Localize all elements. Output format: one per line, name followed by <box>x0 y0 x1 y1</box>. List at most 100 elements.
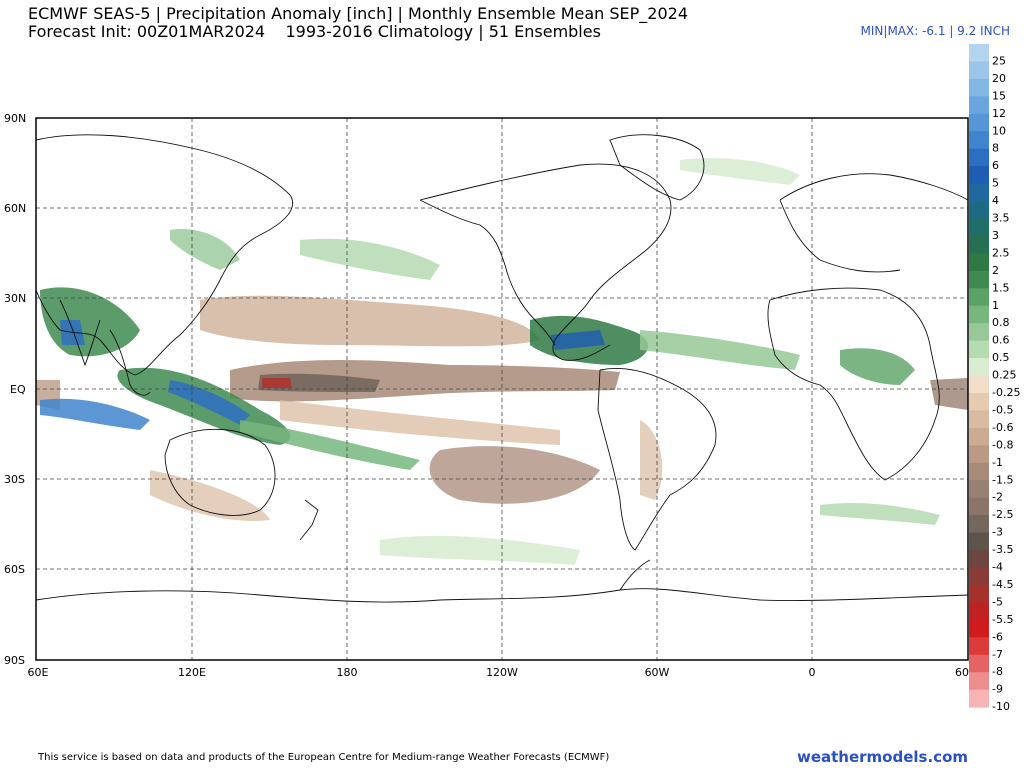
legend-swatch-wet-13 <box>969 270 989 289</box>
legend-label-wet-11: 2.5 <box>992 246 1010 259</box>
coastline-australia <box>164 428 276 516</box>
wet-anomaly-maritime-core <box>168 380 250 425</box>
lat-label-eq: EQ <box>10 383 26 396</box>
legend-label-dry-18: -10 <box>992 700 1010 713</box>
legend-label-wet-12: 2 <box>992 264 999 277</box>
legend-swatch-wet-18 <box>969 358 989 377</box>
legend-label-wet-14: 1 <box>992 299 999 312</box>
legend-swatch-wet-6 <box>969 148 989 167</box>
legend-label-wet-17: 0.5 <box>992 351 1010 364</box>
coastline-europe <box>779 173 969 273</box>
map-border <box>35 117 969 661</box>
attribution-note: This service is based on data and produc… <box>38 752 610 763</box>
coastlines <box>35 134 969 603</box>
dry-anomaly-pacific-south <box>280 400 560 445</box>
legend-swatch-dry-7 <box>969 497 989 516</box>
wet-anomaly-spcz <box>240 420 420 470</box>
wet-anomaly-south-indian <box>40 398 150 430</box>
wet-anomaly-south-atlantic <box>820 503 940 525</box>
legend-swatch-wet-4 <box>969 113 989 132</box>
legend-label-dry-5: -1.5 <box>992 473 1013 486</box>
legend-label-wet-8: 4 <box>992 194 999 207</box>
brand-link[interactable]: weathermodels.com <box>796 748 968 766</box>
legend-label-dry-2: -0.6 <box>992 421 1013 434</box>
legend-label-dry-17: -9 <box>992 683 1003 696</box>
coastline-south-america <box>597 367 717 551</box>
chart-title: ECMWF SEAS-5 | Precipitation Anomaly [in… <box>28 4 689 23</box>
coastline-antarctic-peninsula <box>619 559 651 591</box>
legend-label-wet-5: 8 <box>992 142 999 155</box>
wet-anomaly-atlantic-itcz <box>640 330 800 370</box>
lat-label-30n: 30N <box>4 292 26 305</box>
legend-swatch-wet-8 <box>969 183 989 202</box>
legend-label-dry-14: -6 <box>992 630 1003 643</box>
anomaly-shading <box>36 158 968 565</box>
legend-swatch-dry-0 <box>969 375 989 394</box>
legend-swatch-wet-11 <box>969 235 989 254</box>
legend-label-dry-1: -0.5 <box>992 403 1013 416</box>
legend-swatch-dry-18 <box>969 689 989 708</box>
legend-label-dry-9: -3.5 <box>992 543 1013 556</box>
legend-label-wet-3: 12 <box>992 107 1006 120</box>
legend-swatch-wet-1 <box>969 61 989 80</box>
dry-anomaly-southeast-pacific <box>429 446 600 504</box>
colorbar-legend: 25 20 15 12 10 8 6 5 4 3.5 3 2.5 2 1.5 1 0.8 0.6 0.5 0.25 -… <box>969 44 1020 713</box>
legend-swatch-wet-16 <box>969 323 989 342</box>
legend-swatch-dry-15 <box>969 637 989 656</box>
legend-label-dry-8: -3 <box>992 526 1003 539</box>
dry-anomaly-southern-indian <box>150 470 270 521</box>
wet-anomaly-central-africa <box>840 348 915 385</box>
wet-anomaly-central-america-core <box>550 330 605 350</box>
legend-swatch-wet-7 <box>969 166 989 185</box>
legend-label-dry-0: -0.25 <box>992 386 1020 399</box>
legend-swatch-dry-4 <box>969 445 989 464</box>
legend-label-wet-4: 10 <box>992 124 1006 137</box>
lon-label-120w: 120W <box>486 666 518 679</box>
lat-label-90s: 90S <box>4 654 25 667</box>
wet-anomaly-east-asia <box>170 229 240 270</box>
legend-label-wet-0: 25 <box>992 54 1006 67</box>
wet-anomaly-southern-ocean <box>380 535 580 565</box>
legend-label-dry-12: -5 <box>992 595 1003 608</box>
legend-label-wet-9: 3.5 <box>992 212 1010 225</box>
lon-label-120e: 120E <box>178 666 206 679</box>
legend-label-wet-6: 6 <box>992 159 999 172</box>
dry-anomaly-pacific-red <box>262 378 292 388</box>
legend-label-wet-1: 20 <box>992 72 1006 85</box>
dry-anomaly-pacific-north <box>200 295 540 347</box>
legend-label-wet-2: 15 <box>992 89 1006 102</box>
legend-label-dry-4: -1 <box>992 456 1003 469</box>
lat-label-60n: 60N <box>4 202 26 215</box>
legend-swatch-dry-8 <box>969 515 989 534</box>
legend-swatch-wet-10 <box>969 218 989 237</box>
minmax-readout: MIN|MAX: -6.1 | 9.2 INCH <box>860 24 1010 38</box>
legend-label-dry-15: -7 <box>992 648 1003 661</box>
legend-swatch-wet-3 <box>969 96 989 115</box>
coastline-north-america <box>419 163 672 361</box>
legend-swatch-wet-2 <box>969 78 989 97</box>
coastline-africa <box>767 287 940 481</box>
lon-label-180: 180 <box>337 666 358 679</box>
coastline-indochina <box>109 329 151 396</box>
legend-label-dry-3: -0.8 <box>992 438 1013 451</box>
legend-label-wet-7: 5 <box>992 177 999 190</box>
lat-axis: 90N 60N 30N EQ 30S 60S 90S <box>4 112 26 667</box>
lat-label-30s: 30S <box>4 473 25 486</box>
legend-swatch-dry-10 <box>969 550 989 568</box>
wet-anomaly-north-atlantic <box>680 158 800 185</box>
legend-swatch-wet-0 <box>969 44 989 62</box>
coastline-antarctica <box>35 588 969 603</box>
wet-anomaly-north-pacific <box>300 238 440 280</box>
lon-label-60e: 60E <box>28 666 49 679</box>
legend-label-dry-6: -2 <box>992 491 1003 504</box>
legend-swatch-wet-5 <box>969 131 989 150</box>
legend-swatch-wet-14 <box>969 288 989 307</box>
legend-swatch-dry-2 <box>969 410 989 429</box>
legend-swatch-dry-14 <box>969 619 989 638</box>
legend-label-dry-7: -2.5 <box>992 508 1013 521</box>
legend-label-wet-10: 3 <box>992 229 999 242</box>
lon-label-0: 0 <box>809 666 816 679</box>
legend-swatch-dry-17 <box>969 672 989 691</box>
coastline-india <box>59 299 101 367</box>
lat-label-90n: 90N <box>4 112 26 125</box>
